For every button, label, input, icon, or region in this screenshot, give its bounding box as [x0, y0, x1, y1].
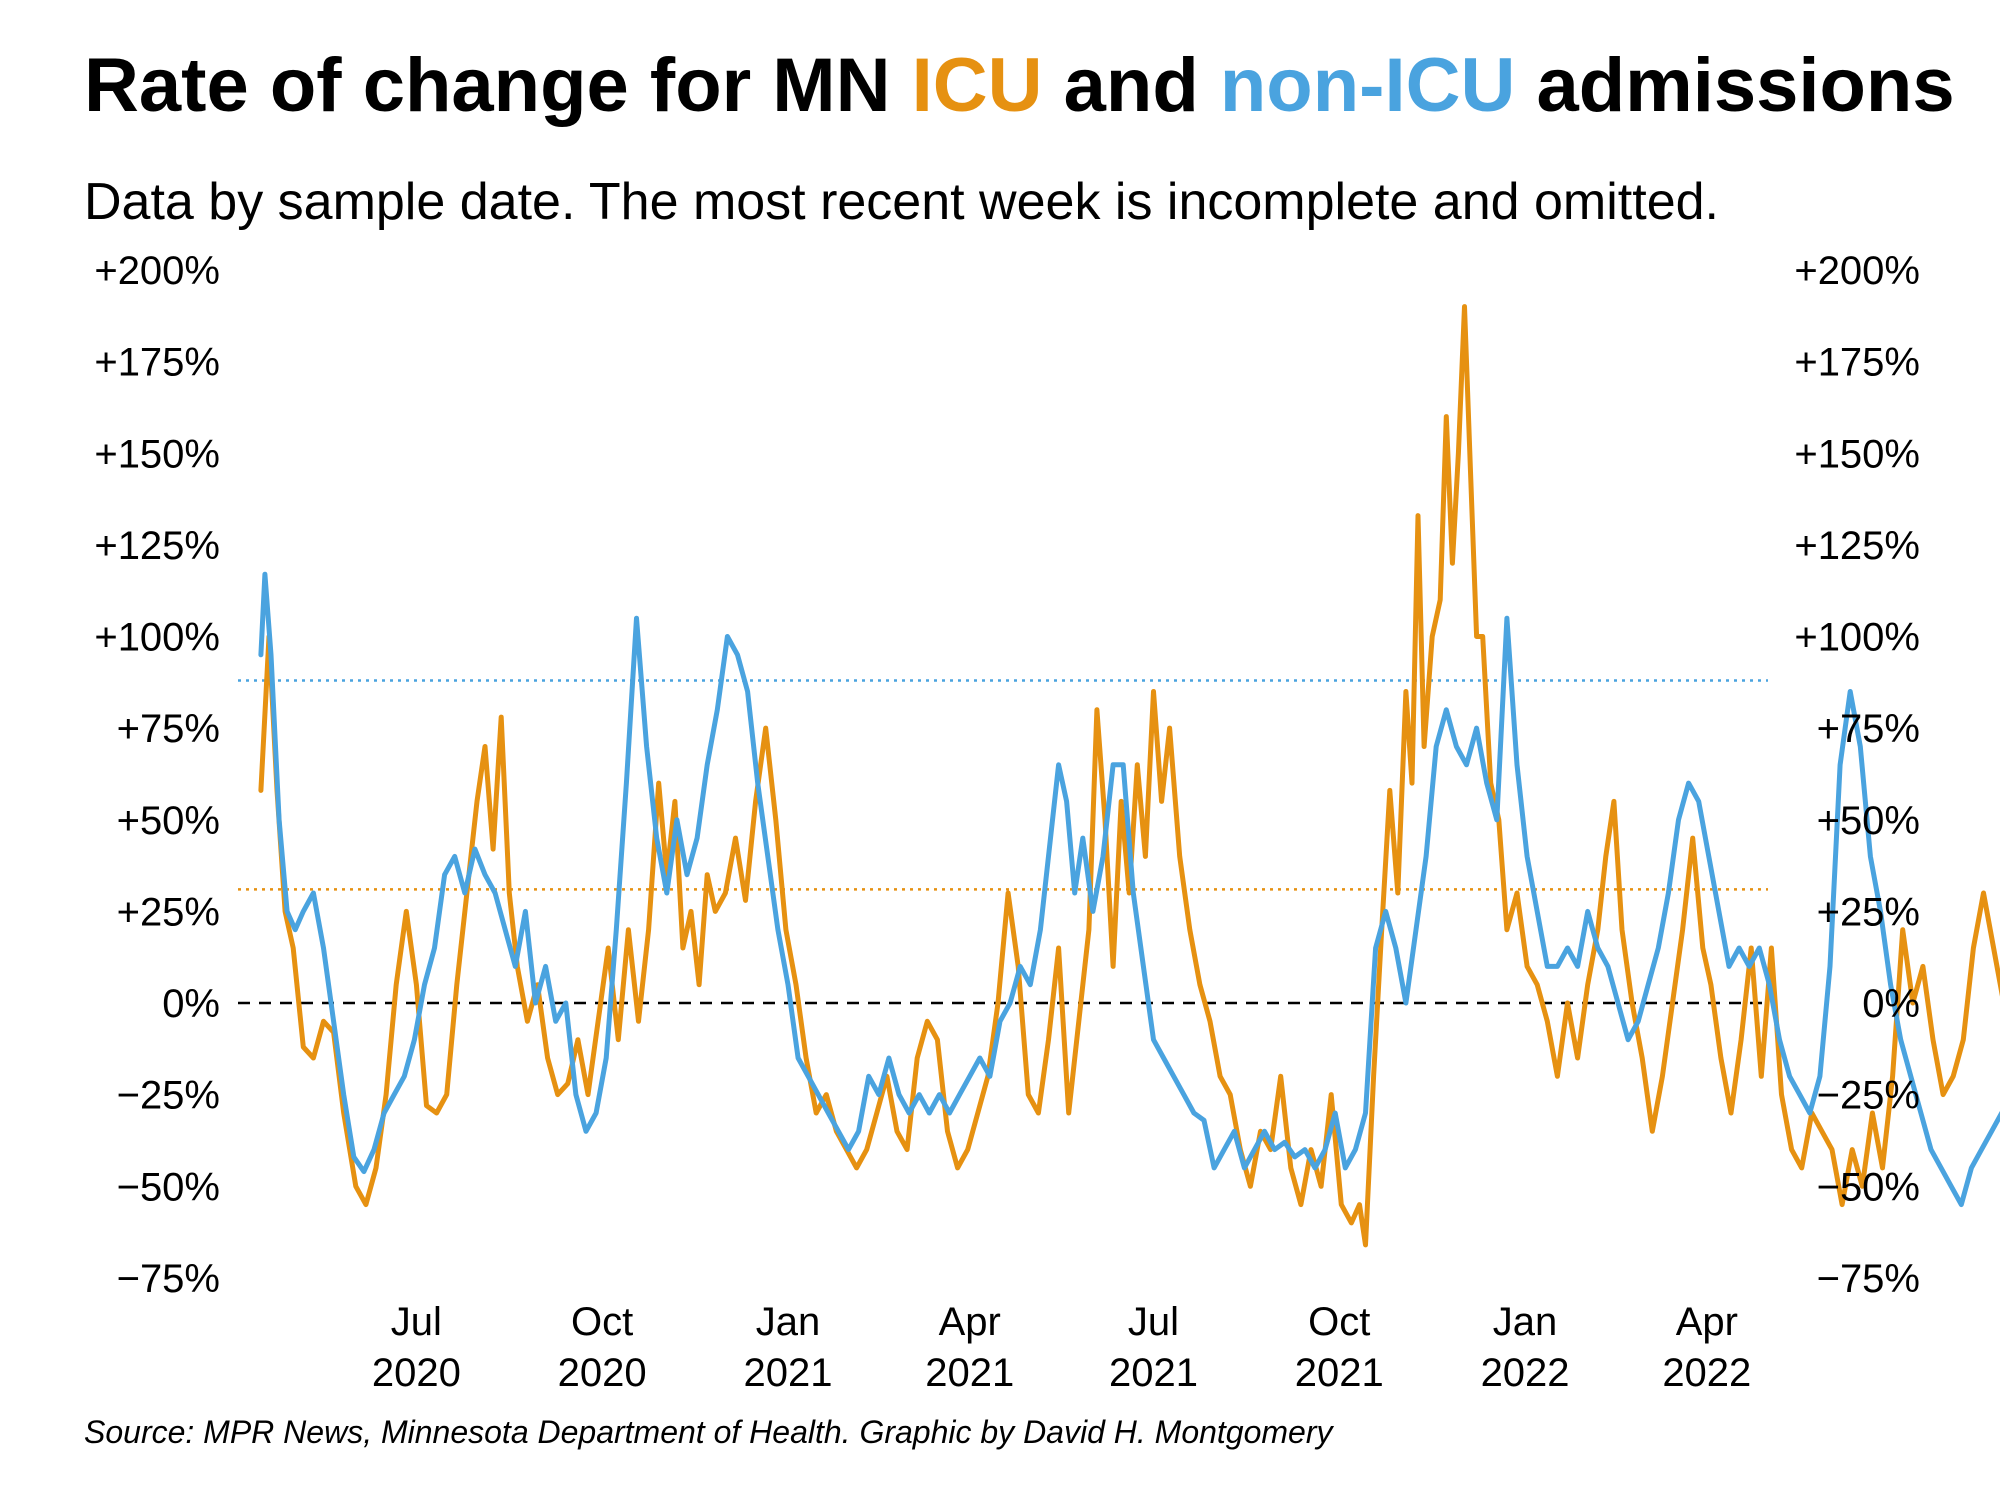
title-part2: and: [1042, 43, 1220, 128]
series-line-non-ICU: [258, 571, 2000, 1208]
y-tick-label-right: +25%: [1817, 890, 1920, 934]
y-tick-label-left: −50%: [117, 1165, 220, 1209]
y-tick-label-right: +200%: [1794, 249, 1920, 293]
x-tick-month: Apr: [1676, 1300, 1738, 1344]
y-tick-label-left: +125%: [94, 524, 220, 568]
x-tick-month: Oct: [571, 1300, 633, 1344]
y-tick-label-right: −75%: [1817, 1257, 1920, 1301]
y-axis-right: +200% +175% +150% +125% +100% +75% +50% +25% 0% −…: [1794, 249, 1920, 1301]
y-tick-label-left: −75%: [117, 1257, 220, 1301]
y-tick-label-left: +150%: [94, 432, 220, 476]
y-tick-label-right: −50%: [1817, 1165, 1920, 1209]
y-tick-label-right: 0%: [1862, 982, 1920, 1026]
y-tick-label-right: +100%: [1794, 616, 1920, 660]
title-part3: admissions: [1515, 43, 1955, 128]
y-tick-label-right: +175%: [1794, 341, 1920, 385]
x-tick-month: Apr: [939, 1300, 1001, 1344]
y-tick-label-right: +50%: [1817, 799, 1920, 843]
x-tick-year: 2022: [1662, 1351, 1751, 1395]
x-axis: Jul 2020 Oct 2020 Jan 2021 Apr 2021 Jul 2021 Oct 20…: [372, 1300, 1751, 1395]
y-tick-label-left: +75%: [117, 707, 220, 751]
y-tick-label-left: +25%: [117, 890, 220, 934]
x-tick-month: Jan: [756, 1300, 821, 1344]
y-axis-left: +200% +175% +150% +125% +100% +75% +50% +25% 0% −…: [94, 249, 220, 1301]
title-icu-word: ICU: [911, 43, 1043, 128]
x-tick-month: Jul: [1128, 1300, 1179, 1344]
y-tick-label-left: +200%: [94, 249, 220, 293]
chart-title: Rate of change for MN ICU and non-ICU ad…: [84, 42, 1955, 129]
chart-subtitle: Data by sample date. The most recent wee…: [84, 173, 1719, 231]
title-part1: Rate of change for MN: [84, 43, 912, 128]
x-tick-year: 2020: [372, 1351, 461, 1395]
y-tick-label-right: −25%: [1817, 1074, 1920, 1118]
y-tick-label-right: +75%: [1817, 707, 1920, 751]
series-line-ICU: [258, 304, 2000, 1248]
series-layer: [258, 304, 2000, 1248]
y-tick-label-right: +125%: [1794, 524, 1920, 568]
y-tick-label-left: +100%: [94, 616, 220, 660]
x-tick-month: Jul: [391, 1300, 442, 1344]
x-tick-month: Jan: [1493, 1300, 1558, 1344]
x-tick-year: 2021: [1295, 1351, 1384, 1395]
y-tick-label-left: +50%: [117, 799, 220, 843]
chart-source: Source: MPR News, Minnesota Department o…: [84, 1414, 1333, 1450]
x-tick-year: 2021: [925, 1351, 1014, 1395]
x-tick-month: Oct: [1308, 1300, 1370, 1344]
y-tick-label-left: −25%: [117, 1074, 220, 1118]
x-tick-year: 2020: [558, 1351, 647, 1395]
x-tick-year: 2021: [1109, 1351, 1198, 1395]
x-tick-year: 2021: [743, 1351, 832, 1395]
y-tick-label-left: +175%: [94, 341, 220, 385]
title-nonicu-word: non-ICU: [1219, 43, 1516, 128]
x-tick-year: 2022: [1481, 1351, 1570, 1395]
y-tick-label-right: +150%: [1794, 432, 1920, 476]
y-tick-label-left: 0%: [162, 982, 220, 1026]
